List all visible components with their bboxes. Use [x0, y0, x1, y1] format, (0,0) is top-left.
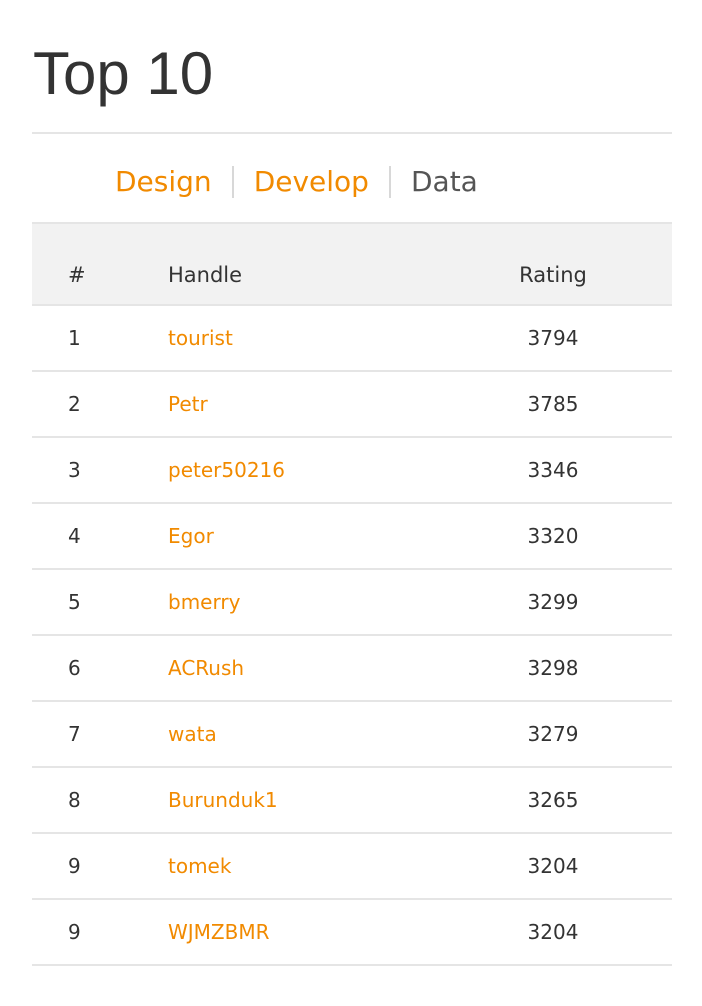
handle-link[interactable]: tourist	[168, 326, 233, 350]
rating-cell: 3265	[527, 788, 579, 812]
rating-cell: 3298	[527, 656, 579, 680]
handle-link[interactable]: Burunduk1	[168, 788, 278, 812]
rank-cell: 9	[68, 920, 81, 944]
header-rating: Rating	[519, 263, 587, 287]
tab-design[interactable]: Design	[115, 165, 212, 198]
handle-link[interactable]: WJMZBMR	[168, 920, 270, 944]
table-row: 6 ACRush 3298	[32, 636, 672, 702]
rank-cell: 5	[68, 590, 81, 614]
table-row: 8 Burunduk1 3265	[32, 768, 672, 834]
handle-link[interactable]: wata	[168, 722, 217, 746]
table-header: # Handle Rating	[32, 222, 672, 306]
rank-cell: 9	[68, 854, 81, 878]
title-divider	[32, 132, 672, 134]
rating-cell: 3279	[527, 722, 579, 746]
rating-cell: 3320	[527, 524, 579, 548]
table-row: 7 wata 3279	[32, 702, 672, 768]
rank-cell: 4	[68, 524, 81, 548]
table-row: 3 peter50216 3346	[32, 438, 672, 504]
handle-link[interactable]: bmerry	[168, 590, 241, 614]
handle-link[interactable]: peter50216	[168, 458, 285, 482]
handle-link[interactable]: ACRush	[168, 656, 245, 680]
rating-cell: 3794	[527, 326, 579, 350]
table-body: 1 tourist 3794 2 Petr 3785 3 peter50216 3346 4 Ego…	[32, 306, 672, 966]
rank-cell: 3	[68, 458, 81, 482]
tab-divider	[388, 166, 391, 198]
rank-cell: 2	[68, 392, 81, 416]
rank-cell: 1	[68, 326, 81, 350]
table-row: 9 tomek 3204	[32, 834, 672, 900]
table-row: 4 Egor 3320	[32, 504, 672, 570]
rating-cell: 3299	[527, 590, 579, 614]
rating-cell: 3346	[527, 458, 579, 482]
tab-divider	[231, 166, 234, 198]
handle-link[interactable]: tomek	[168, 854, 232, 878]
rank-cell: 6	[68, 656, 81, 680]
table-row: 5 bmerry 3299	[32, 570, 672, 636]
rating-cell: 3785	[527, 392, 579, 416]
rankings-table: # Handle Rating 1 tourist 3794 2 Petr 3785 3 pe…	[32, 222, 672, 966]
rating-cell: 3204	[527, 920, 579, 944]
rank-cell: 8	[68, 788, 81, 812]
handle-link[interactable]: Petr	[168, 392, 208, 416]
tab-data[interactable]: Data	[410, 165, 478, 198]
table-row: 2 Petr 3785	[32, 372, 672, 438]
rank-cell: 7	[68, 722, 81, 746]
track-tabs: Design Develop Data	[115, 162, 478, 202]
rating-cell: 3204	[527, 854, 579, 878]
tab-develop[interactable]: Develop	[253, 165, 369, 198]
header-rank: #	[68, 263, 86, 287]
page-title: Top 10	[33, 40, 214, 107]
handle-link[interactable]: Egor	[168, 524, 214, 548]
table-row: 9 WJMZBMR 3204	[32, 900, 672, 966]
table-row: 1 tourist 3794	[32, 306, 672, 372]
header-handle: Handle	[168, 263, 243, 287]
